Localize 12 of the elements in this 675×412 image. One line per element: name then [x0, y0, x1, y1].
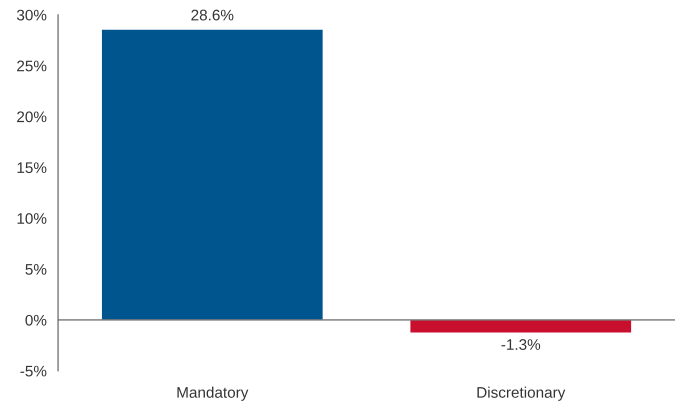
- x-tick-label: Mandatory: [177, 386, 248, 401]
- y-tick-label: 30%: [16, 10, 46, 21]
- y-tick-label: 5%: [25, 264, 46, 275]
- y-tick-label: -5%: [20, 366, 46, 376]
- y-tick-label: 15%: [18, 162, 46, 174]
- y-tick-label: 10%: [18, 213, 46, 224]
- data-label: -1.3%: [501, 339, 540, 350]
- y-tick-label: 20%: [17, 111, 46, 122]
- y-tick-label: 25%: [17, 60, 46, 72]
- data-label: 28.6%: [191, 10, 234, 20]
- y-tick-label: 0%: [25, 314, 46, 326]
- x-tick-label: Discretionary: [477, 386, 566, 401]
